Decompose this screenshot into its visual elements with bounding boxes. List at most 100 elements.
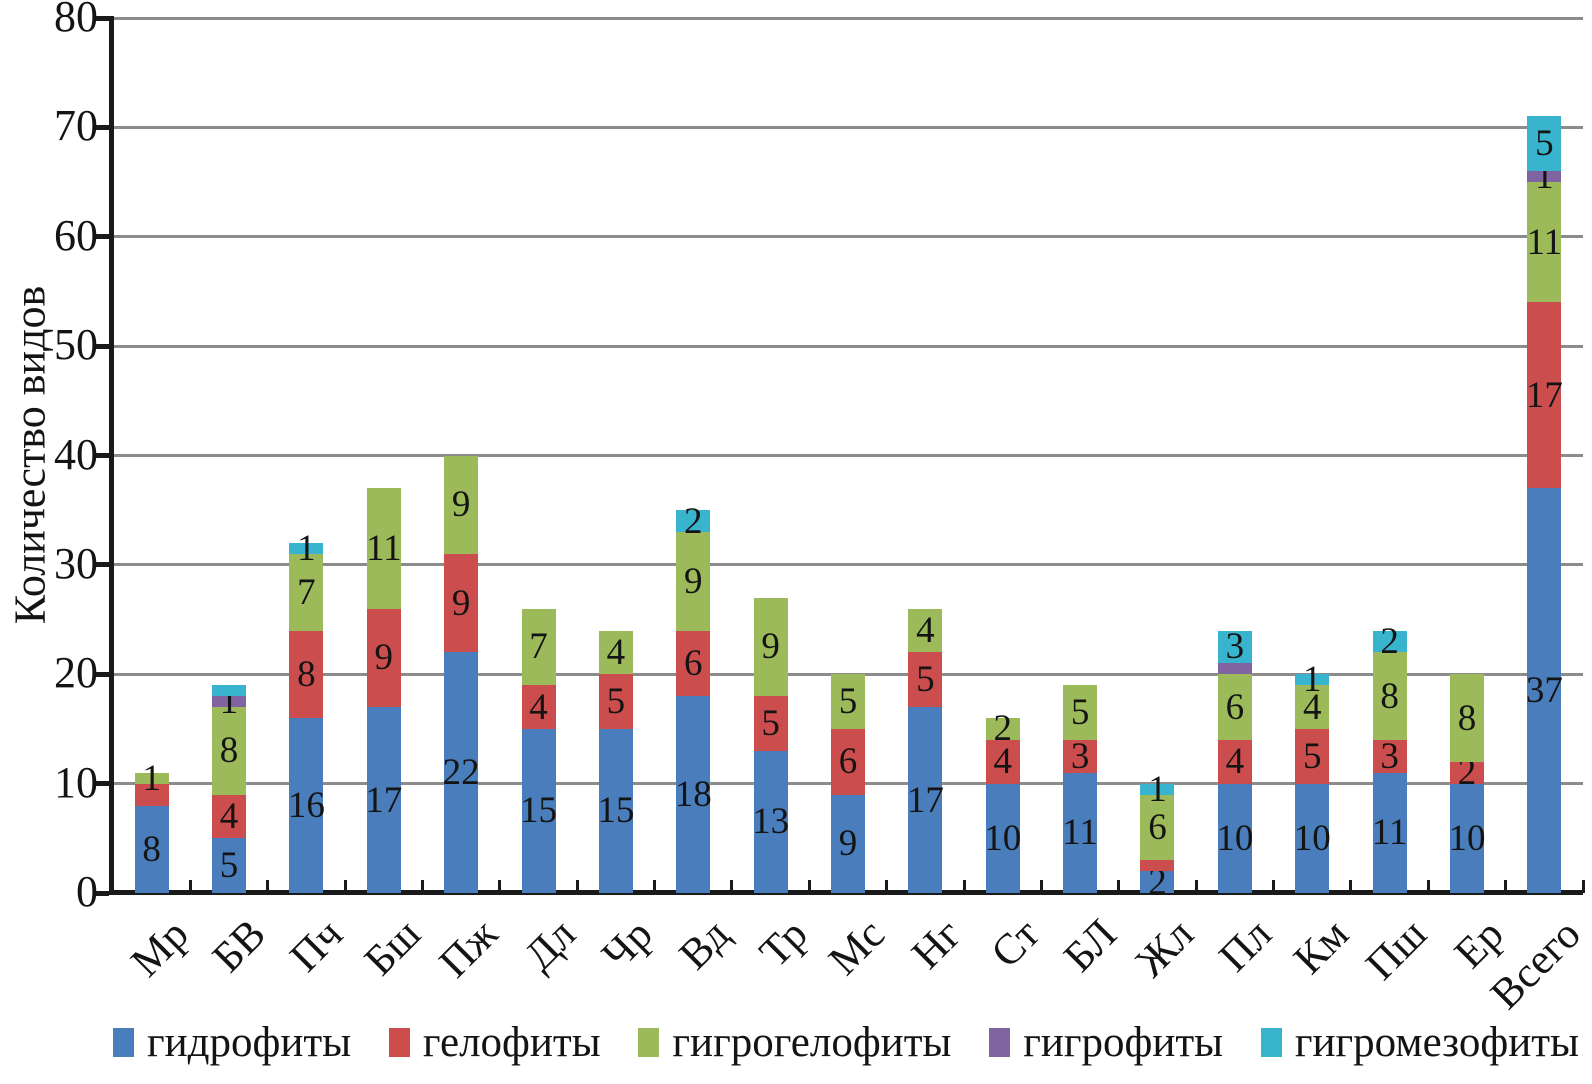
bar-segment-label: 1 — [1148, 768, 1167, 810]
bar-segment-гигрогелофиты: 8 — [1449, 674, 1484, 762]
bar-segment-гигромезофиты: 2 — [676, 500, 711, 542]
bar-segment-label: 1 — [1302, 659, 1322, 701]
y-tick-0 — [94, 890, 109, 896]
legend-swatch-гигромезофиты — [1260, 1028, 1282, 1057]
bar-segment-label: 15 — [597, 790, 635, 832]
bar-segment-гидрофиты: 2 — [1140, 861, 1175, 903]
bar-segment-гидрофиты: 15 — [597, 728, 635, 893]
legend-label-гелофиты: гелофиты — [422, 1019, 601, 1066]
bar-segment-label: 5 — [606, 681, 626, 723]
bar-segment-label: 3 — [1380, 735, 1399, 777]
y-tick-50 — [94, 343, 109, 349]
bar-segment-гелофиты: 9 — [444, 553, 479, 653]
bar-segment-гигрогелофиты: 1 — [134, 760, 169, 797]
bar-segment-гелофиты: 5 — [908, 652, 943, 708]
bar-segment-гелофиты: 5 — [1295, 728, 1330, 784]
legend-label-гигрофиты: гигрофиты — [1023, 1019, 1224, 1066]
bar-Чр: 15 5 4 — [597, 630, 635, 893]
bar-segment-label: 10 — [1293, 817, 1331, 859]
bar-segment-label: 7 — [529, 626, 548, 668]
bar-segment-гигрогелофиты: 8 — [1372, 652, 1407, 740]
bar-Ст: 10 4 2 — [984, 708, 1022, 893]
x-tick-1 — [188, 880, 192, 893]
bar-segment-гелофиты: 9 — [366, 608, 401, 708]
bar-segment-label: 11 — [1371, 812, 1408, 854]
bar-segment-label: 8 — [1457, 697, 1477, 739]
bar-segment-label: 4 — [219, 795, 239, 837]
bar-segment-гидрофиты: 9 — [831, 794, 865, 893]
bar-segment-label: 7 — [297, 571, 316, 613]
bar-БЛ: 11 3 5 — [1062, 685, 1098, 893]
legend: гидрофиты гелофиты гигрогелофиты гигрофиты г… — [113, 1021, 1579, 1064]
bar-segment-label: 3 — [1225, 626, 1245, 668]
bar-segment-гелофиты: 6 — [676, 630, 711, 697]
bar-segment-гигромезофиты: 1 — [1295, 659, 1330, 701]
bar-БВ: 5 4 8 1 — [212, 681, 247, 893]
bar-segment-гидрофиты: 13 — [752, 750, 790, 893]
y-tick-label-30: 30 — [54, 538, 98, 588]
bar-segment-label: 9 — [761, 626, 780, 668]
legend-label-гидрофиты: гидрофиты — [147, 1019, 352, 1066]
bar-segment-label: 10 — [984, 817, 1022, 859]
bar-segment-label: 1 — [297, 527, 316, 569]
bar-segment-гидрофиты: 5 — [212, 838, 247, 893]
x-tick-17 — [1426, 880, 1430, 893]
y-tick-60 — [94, 234, 109, 240]
bar-segment-label: 15 — [520, 790, 558, 832]
bar-segment-label: 13 — [752, 801, 790, 843]
bar-segment-label: 17 — [1525, 374, 1563, 416]
bar-segment-гигрофиты — [1217, 663, 1252, 675]
bar-segment-label: 37 — [1525, 670, 1563, 712]
x-tick-4 — [420, 880, 424, 893]
bar-segment-label: 1 — [1535, 156, 1554, 198]
bar-segment-label: 10 — [1216, 817, 1254, 859]
bar-segment-гигрогелофиты: 5 — [831, 674, 865, 729]
gridline-50 — [113, 344, 1583, 348]
bar-Пш: 11 3 8 2 — [1371, 623, 1408, 893]
bar-segment-label: 3 — [1070, 735, 1090, 777]
x-tick-12 — [1039, 880, 1043, 893]
bar-segment-label: 8 — [297, 653, 316, 695]
legend-item-гигрогелофиты: гигрогелофиты — [638, 1021, 951, 1064]
bar-segment-гелофиты: 6 — [831, 728, 865, 795]
y-tick-30 — [94, 562, 109, 568]
bar-segment-label: 4 — [606, 631, 626, 673]
bar-segment-label: 2 — [1148, 861, 1167, 903]
bar-segment-label: 6 — [1148, 806, 1167, 848]
bar-segment-гидрофиты: 16 — [288, 718, 325, 893]
bar-segment-гидрофиты: 37 — [1525, 488, 1563, 893]
bar-segment-label: 4 — [1225, 741, 1245, 783]
bar-segment-label: 6 — [1225, 686, 1245, 728]
bar-Дл: 15 4 7 — [520, 608, 558, 893]
bar-segment-label: 2 — [993, 708, 1012, 750]
bar-segment-label: 22 — [442, 752, 480, 794]
bar-segment-гидрофиты: 11 — [1062, 772, 1098, 893]
bar-segment-label: 2 — [684, 500, 703, 542]
bar-segment-гигрогелофиты: 6 — [1217, 674, 1252, 740]
y-tick-80 — [94, 15, 109, 21]
bar-Пж: 22 9 9 — [442, 455, 480, 893]
bar-segment-label: 17 — [365, 779, 403, 821]
y-tick-label-50: 50 — [54, 320, 98, 370]
bar-segment-гигрогелофиты: 11 — [366, 488, 402, 609]
bar-segment-label: 11 — [1062, 812, 1098, 854]
bar-segment-label: 9 — [838, 823, 858, 865]
bar-segment-гидрофиты: 15 — [520, 728, 558, 893]
bar-segment-label: 17 — [906, 779, 944, 821]
bar-segment-label: 4 — [993, 741, 1012, 783]
y-tick-label-40: 40 — [54, 429, 98, 479]
bar-segment-label: 6 — [838, 741, 858, 783]
bar-segment-гидрофиты: 22 — [442, 652, 480, 893]
bar-segment-гидрофиты: 10 — [984, 783, 1022, 893]
bar-segment-гигрогелофиты: 4 — [908, 608, 943, 653]
legend-swatch-гигрофиты — [989, 1028, 1011, 1057]
bar-segment-label: 9 — [374, 637, 394, 679]
x-tick-13 — [1117, 880, 1121, 893]
legend-label-гигромезофиты: гигромезофиты — [1294, 1019, 1579, 1066]
bar-segment-гигромезофиты: 3 — [1217, 626, 1252, 668]
legend-item-гигрофиты: гигрофиты — [989, 1021, 1223, 1064]
bar-segment-label: 1 — [219, 681, 239, 723]
bar-segment-гигромезофиты: 2 — [1372, 623, 1407, 660]
bar-segment-label: 11 — [1526, 221, 1563, 263]
